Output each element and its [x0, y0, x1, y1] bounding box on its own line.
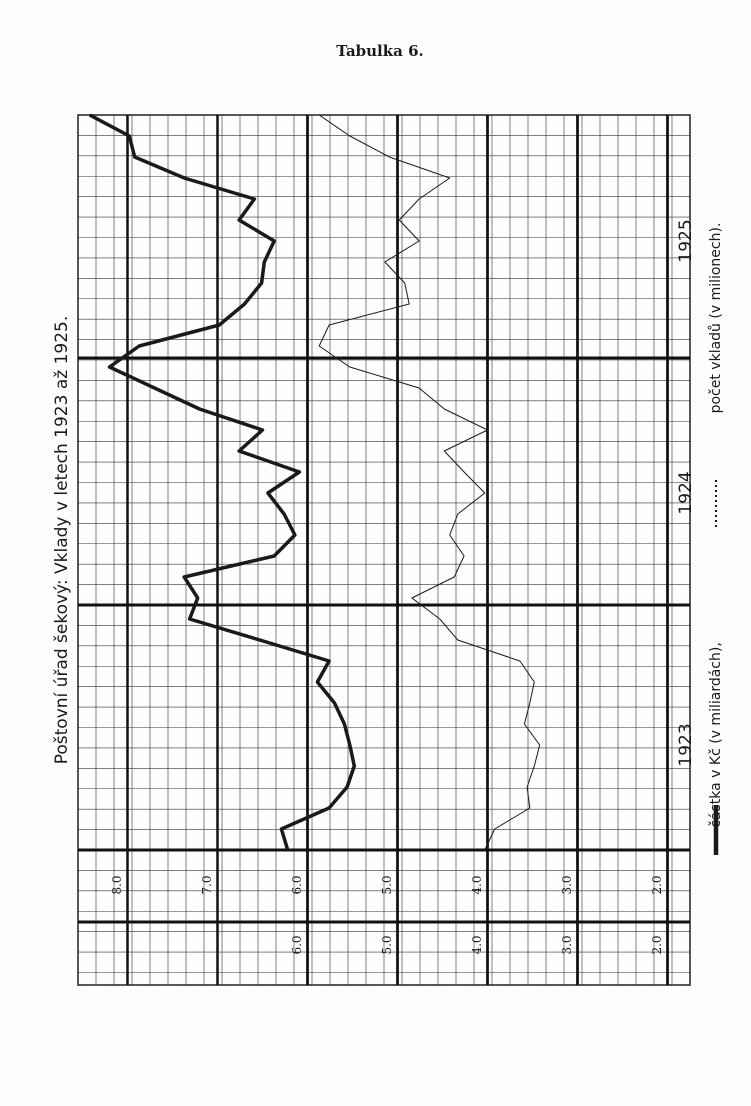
tick-label: 2.0 [650, 935, 664, 954]
tick-label: 8.0 [110, 875, 124, 894]
tick-label: 6.0 [290, 875, 304, 894]
year-label: 1925 [676, 219, 696, 262]
series-line [88, 113, 357, 851]
legend-label: částka v Kč (v miliardách), [708, 642, 724, 828]
tick-label: 2.0 [650, 875, 664, 894]
tick-label: 4.0 [470, 935, 484, 954]
tick-label: 3.0 [560, 875, 574, 894]
legend-label: počet vkladů (v milionech). [708, 223, 724, 414]
tick-label: 6.0 [290, 935, 304, 954]
chart-title: Poštovní úřad šekový: Vklady v letech 19… [52, 316, 72, 765]
year-label: 1924 [676, 471, 696, 514]
series-line [318, 114, 541, 851]
tick-label: 7.0 [200, 875, 214, 894]
frame [77, 114, 691, 986]
grid [77, 114, 691, 985]
tick-label: 3.0 [560, 935, 574, 954]
table-label: Tabulka 6. [336, 42, 424, 60]
year-label: 1923 [676, 723, 696, 766]
tick-label: 5.0 [380, 875, 394, 894]
tick-label: 5.0 [380, 935, 394, 954]
tick-label: 4.0 [470, 875, 484, 894]
